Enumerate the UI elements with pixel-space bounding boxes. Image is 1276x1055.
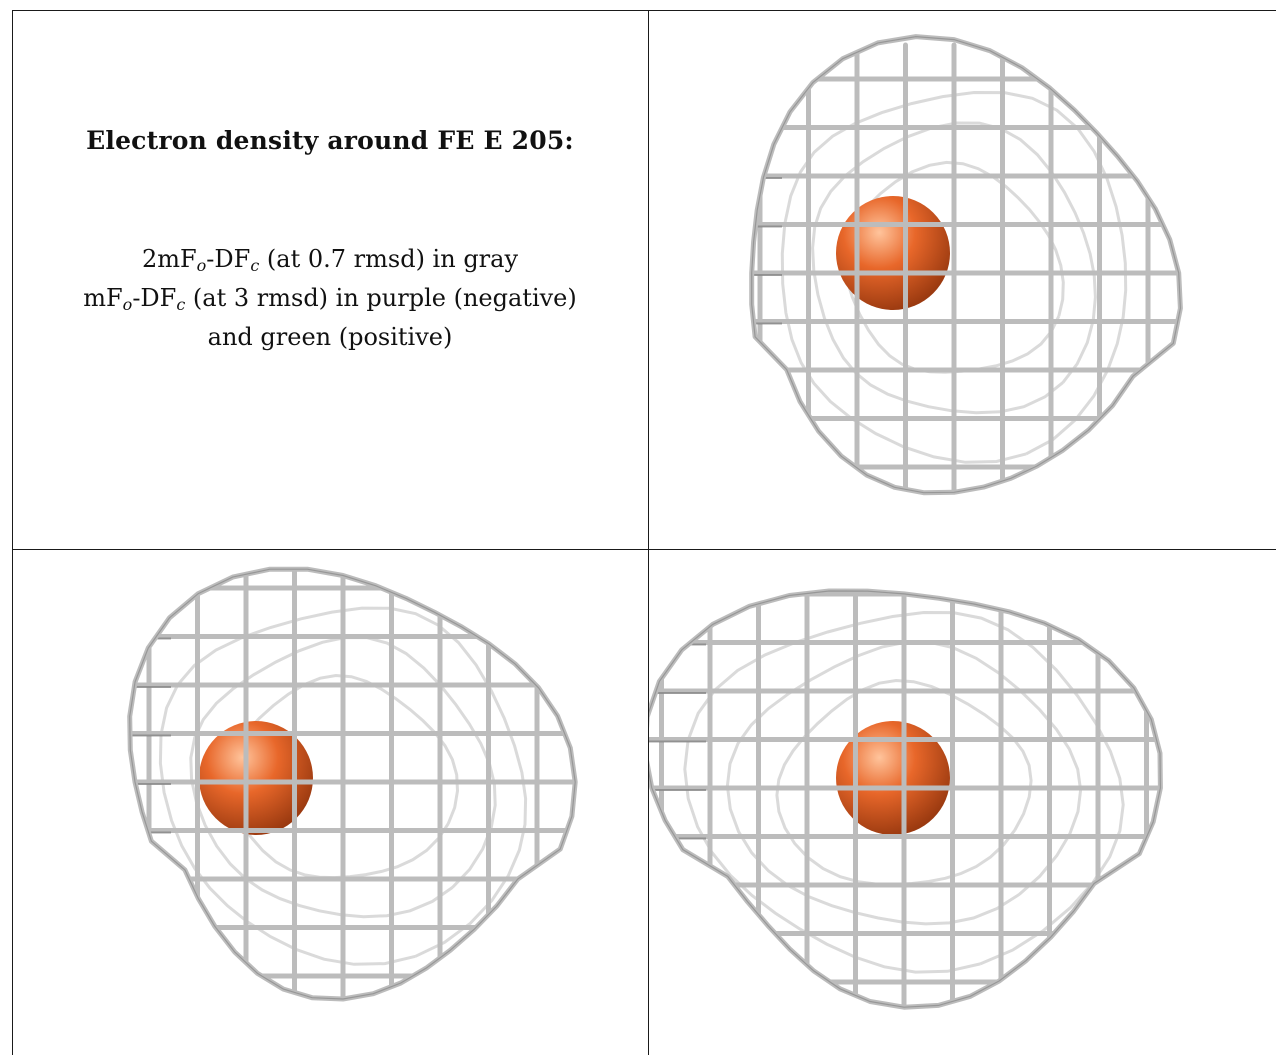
electron-density-mesh-view-1 bbox=[749, 34, 1183, 496]
legend-line-gray-map: 2mFo-DFc (at 0.7 rmsd) in gray bbox=[141, 245, 519, 275]
legend-text: 2mFo-DFc (at 0.7 rmsd) in gray mFo-DFc (… bbox=[12, 240, 648, 357]
table-top-border bbox=[12, 10, 1276, 11]
table-center-divider bbox=[648, 10, 649, 1055]
electron-density-mesh-view-2 bbox=[127, 566, 578, 1002]
density-view-bottom-right bbox=[649, 550, 1276, 1055]
table-middle-divider bbox=[12, 549, 1276, 550]
legend-line-difference-map: mFo-DFc (at 3 rmsd) in purple (negative) bbox=[83, 284, 577, 314]
legend-line-colors: and green (positive) bbox=[207, 323, 453, 351]
fe-atom-sphere bbox=[836, 196, 950, 310]
density-view-bottom-left bbox=[13, 550, 648, 1055]
electron-density-mesh-view-3 bbox=[649, 588, 1163, 1010]
density-view-top-right bbox=[649, 11, 1276, 549]
fe-atom-sphere bbox=[836, 721, 950, 835]
figure-title: Electron density around FE E 205: bbox=[86, 126, 574, 155]
fe-atom-sphere bbox=[199, 721, 313, 835]
table-left-border bbox=[12, 10, 13, 1055]
